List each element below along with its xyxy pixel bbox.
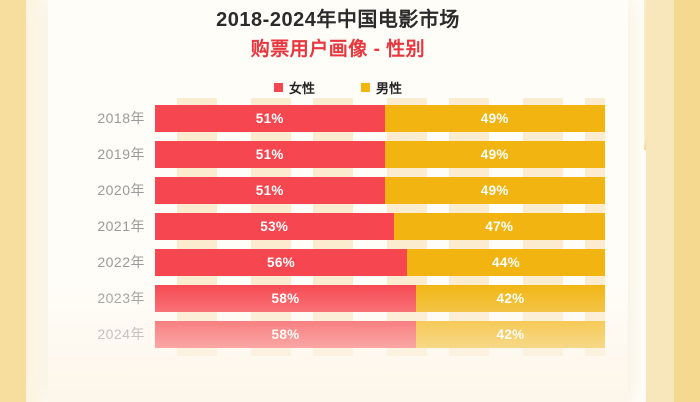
table-row: 2022年 56% 44% bbox=[48, 244, 628, 280]
legend-item-male: 男性 bbox=[361, 78, 402, 97]
row-label-2024: 2024年 bbox=[97, 326, 145, 342]
row-label-2023: 2023年 bbox=[97, 290, 145, 306]
bar-track-2021: 53% 47% bbox=[155, 212, 605, 240]
table-row: 2021年 53% 47% bbox=[48, 208, 628, 244]
bar-segment-female-2022: 56% bbox=[155, 248, 407, 276]
bar-segment-female-2019: 51% bbox=[155, 140, 385, 168]
bar-segment-male-2020: 49% bbox=[384, 176, 605, 204]
left-decorative-band-inner bbox=[26, 0, 48, 402]
bar-track-2022: 56% 44% bbox=[155, 248, 605, 276]
legend-label-male: 男性 bbox=[376, 81, 403, 96]
bar-segment-female-2018: 51% bbox=[155, 104, 385, 132]
bar-segment-male-2022: 44% bbox=[407, 248, 605, 276]
bar-track-2020: 51% 49% bbox=[155, 176, 605, 204]
bar-segment-male-2024: 42% bbox=[416, 320, 605, 348]
chart-subtitle: 购票用户画像 - 性别 bbox=[250, 39, 426, 60]
legend-swatch-male-icon bbox=[361, 83, 370, 92]
right-decorative-band bbox=[674, 0, 700, 402]
chart-legend: 女性 男性 bbox=[48, 78, 628, 97]
table-row: 2019年 51% 49% bbox=[48, 136, 628, 172]
legend-swatch-female-icon bbox=[273, 83, 283, 92]
table-row: 2024年 58% 42% bbox=[48, 316, 628, 352]
row-label-2019: 2019年 bbox=[97, 146, 145, 162]
right-decorative-band-inner bbox=[646, 0, 674, 402]
bar-track-2023: 58% 42% bbox=[155, 284, 605, 312]
bar-track-2019: 51% 49% bbox=[155, 140, 605, 168]
bar-segment-female-2024: 58% bbox=[155, 320, 416, 348]
row-label-2022: 2022年 bbox=[97, 254, 145, 270]
chart-card: 2018-2024年中国电影市场 购票用户画像 - 性别 女性 男性 2018年… bbox=[48, 0, 628, 402]
bar-track-2024: 58% 42% bbox=[155, 320, 605, 348]
bar-segment-male-2018: 49% bbox=[384, 104, 605, 132]
legend-item-female: 女性 bbox=[273, 78, 315, 97]
bar-segment-female-2020: 51% bbox=[155, 176, 385, 204]
table-row: 2020年 51% 49% bbox=[48, 172, 628, 208]
table-row: 2023年 58% 42% bbox=[48, 280, 628, 316]
bar-segment-female-2023: 58% bbox=[155, 284, 416, 312]
bar-segment-male-2021: 47% bbox=[393, 212, 605, 240]
table-row: 2018年 51% 49% bbox=[48, 100, 628, 136]
bar-segment-male-2023: 42% bbox=[416, 284, 605, 312]
row-label-2018: 2018年 bbox=[97, 110, 145, 126]
row-label-2020: 2020年 bbox=[97, 182, 145, 198]
bar-segment-female-2021: 53% bbox=[155, 212, 394, 240]
bar-segment-male-2019: 49% bbox=[384, 140, 605, 168]
bar-track-2018: 51% 49% bbox=[155, 104, 605, 132]
chart-title: 2018-2024年中国电影市场 bbox=[216, 9, 460, 31]
legend-label-female: 女性 bbox=[288, 81, 315, 96]
left-decorative-band bbox=[0, 0, 26, 402]
row-label-2021: 2021年 bbox=[97, 218, 145, 234]
chart-rows: 2018年 51% 49% 2019年 51% 49% 2020年 51% 49… bbox=[48, 100, 628, 352]
chart-header: 2018-2024年中国电影市场 购票用户画像 - 性别 bbox=[48, 6, 628, 64]
